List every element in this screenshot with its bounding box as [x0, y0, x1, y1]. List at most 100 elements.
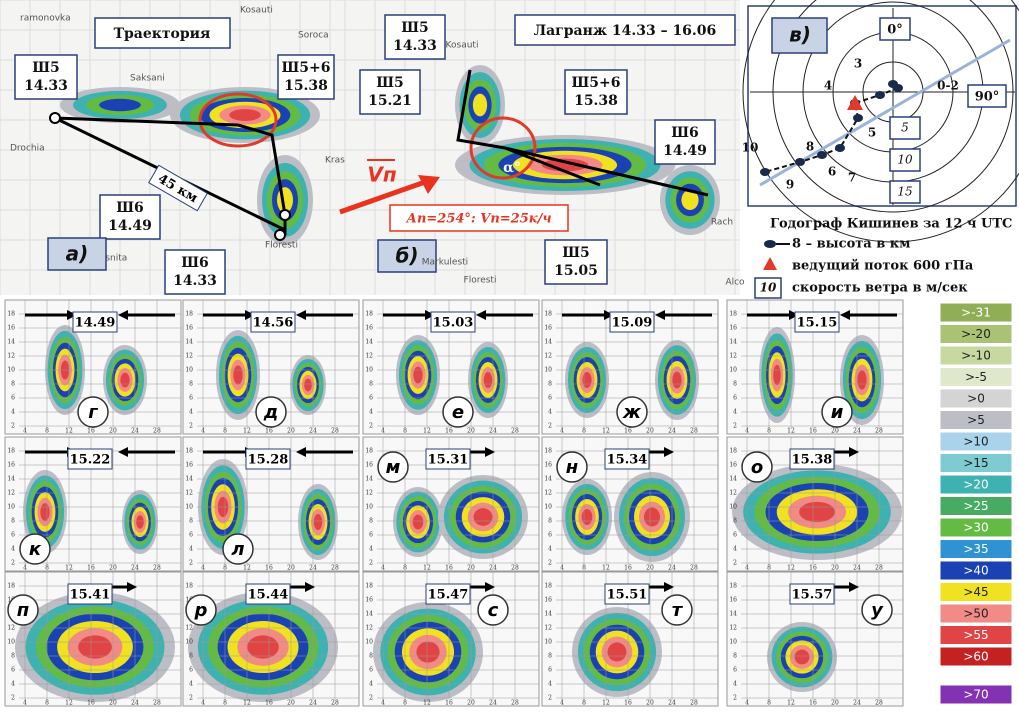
y-tick-label: 2: [733, 695, 737, 702]
y-tick-label: 6: [11, 532, 15, 539]
x-tick-label: 16: [87, 700, 95, 707]
y-tick-label: 4: [11, 546, 15, 553]
y-tick-label: 10: [185, 639, 193, 646]
y-tick-label: 4: [369, 681, 373, 688]
flow-marker: [847, 95, 863, 110]
y-tick-label: 12: [7, 353, 15, 360]
y-tick-label: 10: [729, 367, 737, 374]
echo: [681, 190, 699, 210]
time-label: 15.03: [433, 316, 474, 331]
arrowhead: [296, 310, 306, 320]
x-tick-label: 24: [489, 428, 497, 435]
echo: [99, 98, 141, 112]
x-tick-label: 20: [831, 428, 839, 435]
y-tick-label: 6: [548, 395, 552, 402]
x-tick-label: 20: [109, 565, 117, 572]
y-tick-label: 16: [729, 597, 737, 604]
x-tick-label: 28: [690, 700, 698, 707]
y-tick-label: 14: [365, 476, 373, 483]
label: 8 – высота в км: [792, 237, 911, 252]
height-label: 4: [824, 79, 832, 93]
scale-swatch: [939, 684, 1013, 705]
y-tick-label: 16: [365, 325, 373, 332]
y-tick-label: 16: [729, 462, 737, 469]
place-name: Floresti: [265, 241, 298, 251]
place-name: Markulesti: [422, 258, 468, 268]
box: [889, 148, 921, 172]
arrowhead: [67, 310, 77, 320]
time-box: [789, 448, 835, 470]
y-tick-label: 4: [189, 409, 193, 416]
time-label: 14.49: [75, 316, 116, 331]
label: 14.33: [173, 273, 217, 289]
x-tick-label: 12: [787, 565, 795, 572]
storm-point: [279, 209, 291, 221]
x-tick-label: 24: [131, 428, 139, 435]
y-tick-label: 16: [365, 597, 373, 604]
x-tick-label: 12: [423, 700, 431, 707]
y-tick-label: 2: [548, 560, 552, 567]
place-name: ramonovka: [20, 14, 71, 24]
storm-ring: [198, 92, 278, 148]
y-tick-label: 4: [11, 681, 15, 688]
y-tick-label: 4: [548, 681, 552, 688]
y-tick-label: 6: [733, 395, 737, 402]
label: 0°: [887, 23, 903, 38]
scale-label: >40: [963, 564, 988, 578]
y-tick-label: 6: [189, 667, 193, 674]
x-tick-label: 16: [265, 700, 273, 707]
y-tick-label: 8: [11, 518, 15, 525]
scale-swatch: [939, 410, 1013, 430]
label: Ш5+6: [282, 60, 331, 76]
x-tick-label: 16: [87, 428, 95, 435]
label: 15.38: [284, 78, 328, 94]
label: Ш5: [401, 20, 429, 36]
x-tick-label: 28: [331, 565, 339, 572]
y-tick-label: 14: [729, 476, 737, 483]
x-tick-label: 12: [602, 565, 610, 572]
y-tick-label: 12: [544, 625, 552, 632]
y-tick-label: 10: [7, 504, 15, 511]
section-letter: и: [831, 402, 844, 423]
arrowhead: [604, 310, 614, 320]
x-tick-label: 28: [511, 700, 519, 707]
motion-arrowhead: [418, 175, 440, 194]
x-tick-label: 8: [403, 428, 407, 435]
box: [889, 116, 921, 140]
height-label: 8: [806, 140, 814, 154]
x-tick-label: 8: [582, 428, 586, 435]
x-tick-label: 8: [45, 428, 49, 435]
time-box: [425, 583, 471, 605]
box: [879, 17, 911, 41]
letter-badge: [222, 533, 254, 565]
x-tick-label: 8: [223, 700, 227, 707]
time-label: 15.22: [70, 453, 111, 468]
y-tick-label: 2: [733, 423, 737, 430]
x-tick-label: 20: [287, 565, 295, 572]
x-tick-label: 24: [668, 700, 676, 707]
y-tick-label: 8: [733, 518, 737, 525]
height-point: [760, 168, 770, 176]
scale-swatch: [939, 646, 1013, 667]
label: скорость ветра в м/сек: [792, 281, 968, 296]
y-tick-label: 4: [11, 409, 15, 416]
y-tick-label: 4: [189, 681, 193, 688]
letter-badge: [19, 533, 51, 565]
y-tick-label: 18: [729, 583, 737, 590]
y-tick-label: 4: [733, 409, 737, 416]
box: [99, 194, 161, 240]
y-tick-label: 18: [185, 311, 193, 318]
scale-swatch: [939, 431, 1013, 452]
echo: [672, 371, 682, 389]
x-tick-label: 16: [624, 565, 632, 572]
x-tick-label: 4: [201, 700, 205, 707]
x-tick-label: 16: [87, 565, 95, 572]
x-tick-label: 24: [853, 700, 861, 707]
y-tick-label: 2: [11, 423, 15, 430]
height-label: 7: [848, 171, 856, 185]
